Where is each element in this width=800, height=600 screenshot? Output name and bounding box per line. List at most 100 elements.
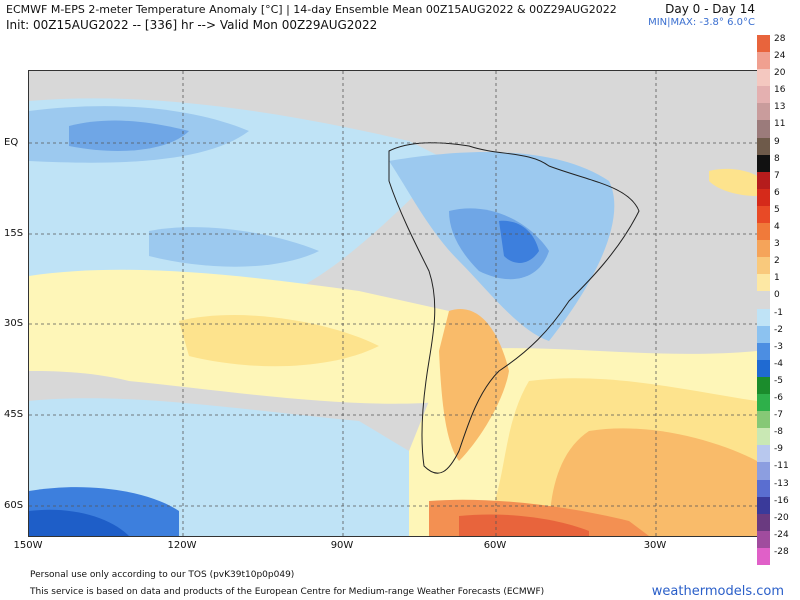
legend-label: -20 xyxy=(774,512,789,523)
legend-label: 16 xyxy=(774,85,786,96)
legend-swatch xyxy=(757,394,770,412)
legend-label: 7 xyxy=(774,170,780,181)
legend-label: -8 xyxy=(774,427,783,438)
legend-label: -5 xyxy=(774,375,783,386)
legend-swatch xyxy=(757,171,770,189)
legend-swatch xyxy=(757,86,770,104)
legend-label: 28 xyxy=(774,34,786,44)
legend-swatch xyxy=(757,69,770,87)
legend-swatch xyxy=(757,52,770,70)
legend-row: -28 xyxy=(757,546,800,565)
legend-swatch xyxy=(757,291,770,309)
legend-label: -9 xyxy=(774,444,783,455)
legend-row: -2 xyxy=(757,324,800,343)
legend-row: -7 xyxy=(757,410,800,429)
legend-swatch xyxy=(757,240,770,258)
legend-label: 1 xyxy=(774,273,780,284)
tos-notice: Personal use only according to our TOS (… xyxy=(30,570,295,580)
legend-row: 24 xyxy=(757,51,800,70)
legend-swatch xyxy=(757,205,770,224)
legend-swatch xyxy=(757,154,770,172)
legend-label: 2 xyxy=(774,256,780,267)
legend-label: -7 xyxy=(774,410,783,421)
legend-row: 6 xyxy=(757,187,800,206)
legend-row: -11 xyxy=(757,461,800,480)
lon-label-60w: 60W xyxy=(483,540,507,551)
ecmwf-credit: This service is based on data and produc… xyxy=(30,587,545,597)
legend-label: -28 xyxy=(774,546,789,557)
legend-row: 1 xyxy=(757,273,800,292)
color-scale-legend: 28 24 20 16 13 11 9 8 7 6 5 4 3 2 1 0 -1 -2 -3 -4 -5 -6 -7 -8 -9… xyxy=(757,34,800,565)
legend-swatch xyxy=(757,547,770,565)
south-america-outline xyxy=(388,142,640,474)
warm-argentina xyxy=(439,309,509,461)
legend-swatch xyxy=(757,188,770,206)
legend-row: -5 xyxy=(757,375,800,395)
lat-label-eq: EQ xyxy=(4,137,19,148)
legend-row: -6 xyxy=(757,393,800,412)
legend-label: 0 xyxy=(774,290,780,301)
init-line: Init: 00Z15AUG2022 -- [336] hr --> Valid… xyxy=(6,18,378,32)
cool-southern-deepest xyxy=(29,509,129,536)
legend-row: -1 xyxy=(757,307,800,326)
legend-swatch xyxy=(757,376,770,395)
brand-link[interactable]: weathermodels.com xyxy=(651,584,784,599)
lat-label-45s: 45S xyxy=(4,409,24,420)
minmax-readout: MIN|MAX: -3.8° 6.0°C xyxy=(648,17,755,28)
legend-label: -16 xyxy=(774,495,789,506)
legend-row: 5 xyxy=(757,205,800,224)
grid-lines xyxy=(29,71,757,536)
legend-row: 11 xyxy=(757,119,800,138)
legend-row: 16 xyxy=(757,85,800,104)
lon-label-120w: 120W xyxy=(167,540,197,551)
legend-label: 11 xyxy=(774,119,786,130)
legend-row: 8 xyxy=(757,153,800,172)
legend-swatch xyxy=(757,496,770,514)
cool-patch-northwest xyxy=(69,120,189,151)
anomaly-map xyxy=(28,70,758,537)
legend-row: -8 xyxy=(757,427,800,446)
legend-swatch xyxy=(757,342,770,360)
lon-label-90w: 90W xyxy=(330,540,354,551)
warm-drake-core xyxy=(459,514,589,536)
legend-label: 4 xyxy=(774,222,780,233)
legend-label: -2 xyxy=(774,324,783,335)
legend-swatch xyxy=(757,257,770,275)
legend-swatch xyxy=(757,411,770,429)
legend-swatch xyxy=(757,103,770,121)
legend-row: 0 xyxy=(757,290,800,309)
lon-label-30w: 30W xyxy=(643,540,667,551)
legend-row: 28 xyxy=(757,34,800,53)
legend-row: -4 xyxy=(757,358,800,377)
map-canvas xyxy=(29,71,757,536)
legend-row: 2 xyxy=(757,256,800,275)
lat-label-15s: 15S xyxy=(4,228,24,239)
min-value: -3.8° xyxy=(699,17,724,28)
legend-label: -4 xyxy=(774,358,783,369)
lat-label-60s: 60S xyxy=(4,500,24,511)
legend-label: 8 xyxy=(774,153,780,164)
legend-label: 6 xyxy=(774,187,780,198)
legend-row: 7 xyxy=(757,170,800,189)
minmax-label: MIN|MAX: xyxy=(648,17,697,28)
legend-row: 3 xyxy=(757,239,800,258)
legend-swatch xyxy=(757,479,770,497)
cool-patch-mid xyxy=(149,227,319,267)
legend-label: -3 xyxy=(774,341,783,352)
legend-label: -24 xyxy=(774,529,789,540)
forecast-range: Day 0 - Day 14 xyxy=(665,2,755,16)
legend-swatch xyxy=(757,274,770,292)
legend-swatch xyxy=(757,308,770,326)
warm-south-atlantic-3 xyxy=(549,428,757,536)
legend-swatch xyxy=(757,513,770,531)
legend-swatch xyxy=(757,35,770,53)
legend-swatch xyxy=(757,445,770,463)
legend-label: -1 xyxy=(774,307,783,318)
legend-swatch xyxy=(757,359,770,377)
legend-row: -24 xyxy=(757,529,800,548)
legend-swatch xyxy=(757,120,770,138)
cool-sa-deep xyxy=(499,220,539,263)
legend-row: -20 xyxy=(757,512,800,531)
legend-row: -3 xyxy=(757,341,800,360)
legend-row: -13 xyxy=(757,479,800,497)
